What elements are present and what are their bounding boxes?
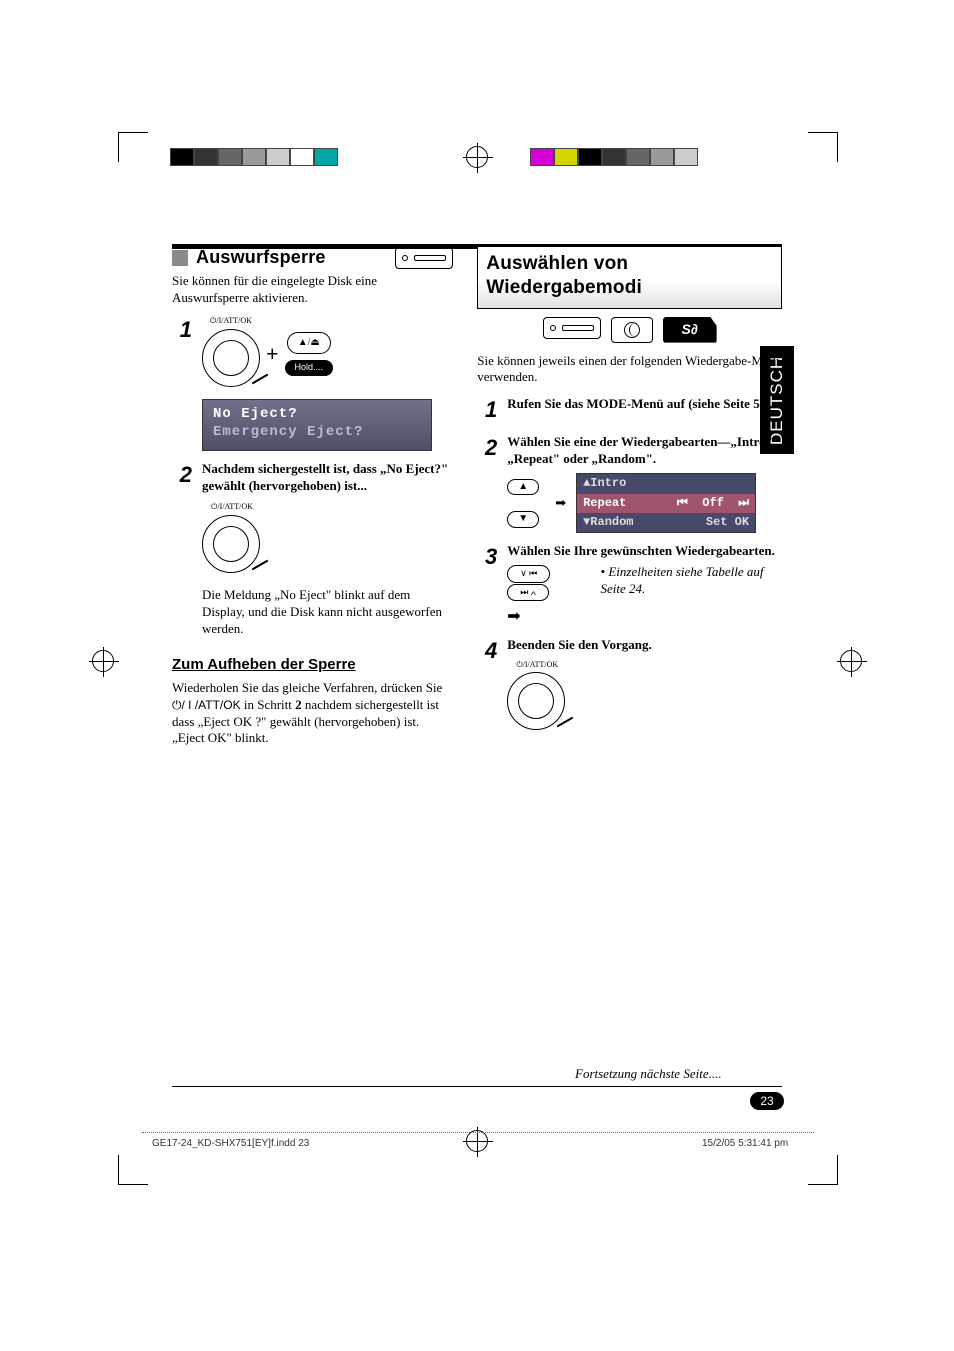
knob-icon: [507, 672, 565, 730]
step-number: 4: [477, 637, 497, 734]
footer-timestamp: 15/2/05 5:31:41 pm: [702, 1138, 788, 1149]
knob-label: ⏻/I/ATT/OK: [202, 502, 262, 512]
knob-label: ⏻/I/ATT/OK: [202, 316, 260, 326]
step-number: 1: [172, 316, 192, 451]
plus-icon: +: [266, 340, 279, 368]
page-number: 23: [750, 1092, 784, 1110]
lcd-display: No Eject? Emergency Eject?: [202, 399, 432, 451]
registration-mark-icon: [840, 650, 862, 672]
unlock-paragraph2: „Eject OK" blinkt.: [172, 730, 453, 747]
crop-mark-icon: [118, 1155, 148, 1185]
footer-dotted-line: [142, 1132, 814, 1133]
step-text: Nachdem sichergestellt ist, dass „No Eje…: [202, 461, 453, 494]
footer-rule: [172, 1086, 782, 1087]
arrow-icon: ➡: [507, 607, 590, 627]
color-bar-right: [530, 148, 698, 166]
lcd-line: No Eject?: [213, 406, 421, 424]
continuation-note: Fortsetzung nächste Seite....: [575, 1066, 722, 1082]
crop-mark-icon: [118, 132, 148, 162]
footer-filename: GE17-24_KD-SHX751[EY]f.indd 23: [152, 1138, 309, 1149]
lcd-line: Emergency Eject?: [213, 424, 421, 442]
step-text: Wählen Sie eine der Wiedergabearten—„Int…: [507, 434, 782, 467]
crop-mark-icon: [808, 1155, 838, 1185]
step-text: Beenden Sie den Vorgang.: [507, 637, 782, 654]
rubric-title: Auswählen von Wiedergabemodi: [477, 246, 782, 309]
step-number: 1: [477, 396, 497, 424]
crop-mark-icon: [808, 132, 838, 162]
section-title: Auswurfsperre: [196, 246, 326, 269]
eject-button-icon: ▲/⏏: [287, 332, 331, 355]
step-note: • Einzelheiten siehe Tabelle auf Seite 2…: [601, 564, 782, 597]
registration-mark-icon: [466, 146, 488, 168]
intro-text: Sie können jeweils einen der folgenden W…: [477, 353, 782, 386]
knob-icon: [202, 515, 260, 573]
knob-icon: [202, 329, 260, 387]
step-result: Die Meldung „No Eject" blinkt auf dem Di…: [202, 587, 453, 637]
step-text: Rufen Sie das MODE-Menü auf (siehe Seite…: [507, 396, 782, 424]
faceplate-icon: [395, 247, 453, 269]
intro-text: Sie können für die eingelegte Disk eine …: [172, 273, 453, 306]
lcd-menu: ▲Intro Repeat ⏮ Off ⏭ ▼RandomSet OK: [576, 473, 756, 533]
disc-icon: [611, 317, 653, 343]
faceplate-icon: [543, 317, 601, 339]
arrow-icon: ➡: [555, 495, 566, 512]
registration-mark-icon: [92, 650, 114, 672]
registration-mark-icon: [466, 1130, 488, 1152]
step-number: 2: [172, 461, 192, 637]
nav-up-icon: ▲: [507, 479, 539, 496]
hold-label: Hold....: [285, 360, 334, 376]
next-button-icon: ⏭ ∧: [507, 584, 549, 602]
nav-down-icon: ▼: [507, 511, 539, 528]
sd-card-icon: S∂: [663, 317, 717, 343]
sub-heading: Zum Aufheben der Sperre: [172, 655, 453, 674]
section-bullet-icon: [172, 250, 188, 266]
unlock-paragraph: Wiederholen Sie das gleiche Verfahren, d…: [172, 680, 453, 730]
prev-button-icon: ∨ ⏮: [507, 565, 550, 583]
step-number: 2: [477, 434, 497, 533]
color-bar-left: [170, 148, 338, 166]
step-text: Wählen Sie Ihre gewünschten Wiedergabear…: [507, 543, 782, 560]
step-number: 3: [477, 543, 497, 627]
knob-label: ⏻/I/ATT/OK: [507, 660, 567, 670]
